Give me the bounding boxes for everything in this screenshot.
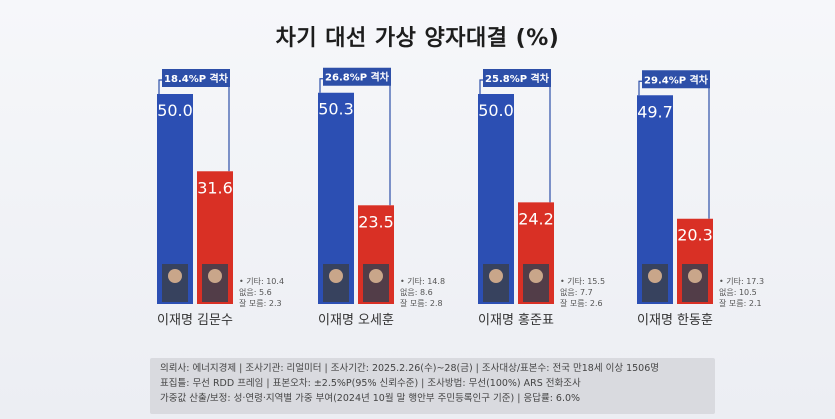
gap-label-box-2 <box>323 67 391 86</box>
others-annotation-1-1: • 기타: 10.4 <box>239 277 284 286</box>
others-annotation-3-1: • 기타: 15.5 <box>560 277 605 286</box>
candidate-face-2-b <box>369 269 383 283</box>
category-label-1-a: 이재명 <box>157 313 193 328</box>
gap-label-3: 25.8%P 격차 <box>485 72 550 85</box>
others-annotation-1-2: 없음: 5.6 <box>239 288 272 297</box>
gap-label-1: 18.4%P 격차 <box>164 72 229 85</box>
chart-title: 차기 대선 가상 양자대결 (%) <box>275 26 560 51</box>
value-label-2-a: 50.3 <box>318 100 354 119</box>
gap-label-box-3 <box>483 69 551 87</box>
value-label-4-a: 49.7 <box>637 102 673 121</box>
gap-label-box-4 <box>642 70 710 89</box>
gap-label-box-1 <box>162 69 230 87</box>
candidate-face-4-a <box>648 269 662 283</box>
category-label-4-b: 한동훈 <box>677 313 713 328</box>
survey-info-line-3: 가중값 산출/보정: 성·연령·지역별 가중 부여(2024년 10월 말 행안… <box>160 393 581 404</box>
category-label-4-a: 이재명 <box>637 313 673 328</box>
candidate-face-1-b <box>208 269 222 283</box>
value-label-1-a: 50.0 <box>157 101 193 120</box>
value-label-4-b: 20.3 <box>677 226 713 245</box>
value-label-3-b: 24.2 <box>518 209 554 228</box>
others-annotation-4-1: • 기타: 17.3 <box>719 277 764 286</box>
others-annotation-2-2: 없음: 8.6 <box>400 288 433 297</box>
others-annotation-1-3: 잘 모름: 2.3 <box>239 299 282 308</box>
value-label-3-a: 50.0 <box>478 101 514 120</box>
candidate-face-3-a <box>489 269 503 283</box>
others-annotation-4-2: 없음: 10.5 <box>719 288 757 297</box>
category-label-3-a: 이재명 <box>478 313 514 328</box>
value-label-2-b: 23.5 <box>358 212 394 231</box>
others-annotation-2-1: • 기타: 14.8 <box>400 277 445 286</box>
candidate-face-4-b <box>688 269 702 283</box>
survey-info-box: 의뢰사: 에너지경제 | 조사기관: 리얼미터 | 조사기간: 2025.2.2… <box>150 358 715 414</box>
candidate-face-1-a <box>168 269 182 283</box>
category-label-2-b: 오세훈 <box>358 313 394 328</box>
others-annotation-4-3: 잘 모름: 2.1 <box>719 299 762 308</box>
others-annotation-3-3: 잘 모름: 2.6 <box>560 299 603 308</box>
candidate-face-2-a <box>329 269 343 283</box>
category-label-1-b: 김문수 <box>197 313 233 328</box>
survey-info-line-2: 표집틀: 무선 RDD 프레임 | 표본오차: ±2.5%P(95% 신뢰수준)… <box>160 378 581 389</box>
category-label-3-b: 홍준표 <box>518 313 554 328</box>
gap-label-4: 29.4%P 격차 <box>644 73 709 86</box>
others-annotation-2-3: 잘 모름: 2.8 <box>400 299 443 308</box>
others-annotation-3-2: 없음: 7.7 <box>560 288 593 297</box>
survey-info-line-1: 의뢰사: 에너지경제 | 조사기관: 리얼미터 | 조사기간: 2025.2.2… <box>160 363 659 374</box>
value-label-1-b: 31.6 <box>197 178 233 197</box>
category-label-2-a: 이재명 <box>318 313 354 328</box>
gap-label-2: 26.8%P 격차 <box>325 71 390 84</box>
candidate-face-3-b <box>529 269 543 283</box>
